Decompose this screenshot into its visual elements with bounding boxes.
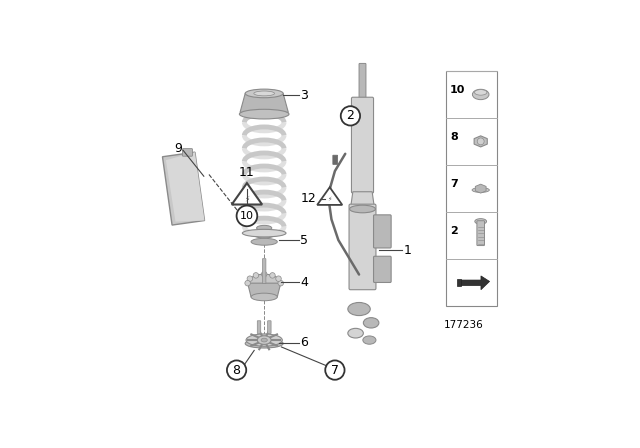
FancyBboxPatch shape: [351, 97, 374, 193]
Text: 8: 8: [232, 364, 241, 377]
Circle shape: [278, 280, 284, 286]
Polygon shape: [474, 136, 487, 147]
Text: 2: 2: [450, 225, 458, 236]
Circle shape: [237, 206, 257, 226]
Text: 7: 7: [331, 364, 339, 377]
Text: 10: 10: [240, 211, 254, 221]
Text: 2: 2: [346, 109, 355, 122]
Text: 6: 6: [300, 336, 308, 349]
Polygon shape: [166, 152, 205, 222]
Circle shape: [227, 361, 246, 380]
Ellipse shape: [475, 219, 486, 224]
Ellipse shape: [349, 205, 376, 213]
Ellipse shape: [243, 229, 286, 237]
Polygon shape: [163, 152, 205, 225]
FancyBboxPatch shape: [374, 256, 391, 283]
Circle shape: [245, 280, 250, 286]
Polygon shape: [232, 183, 262, 204]
Polygon shape: [248, 283, 281, 297]
Circle shape: [253, 273, 259, 278]
Ellipse shape: [254, 232, 275, 238]
FancyBboxPatch shape: [477, 221, 484, 246]
Ellipse shape: [245, 339, 283, 348]
FancyBboxPatch shape: [349, 204, 376, 290]
Circle shape: [477, 138, 484, 145]
Ellipse shape: [472, 188, 490, 193]
Text: 3: 3: [300, 89, 308, 102]
Text: 10: 10: [450, 85, 465, 95]
Ellipse shape: [348, 302, 371, 315]
Ellipse shape: [245, 89, 283, 98]
FancyBboxPatch shape: [333, 155, 338, 164]
Polygon shape: [476, 184, 486, 193]
Text: 5: 5: [300, 233, 308, 246]
FancyBboxPatch shape: [262, 258, 266, 284]
Text: 4: 4: [300, 276, 308, 289]
Text: 177236: 177236: [444, 319, 483, 330]
Ellipse shape: [248, 274, 280, 292]
Ellipse shape: [348, 328, 364, 338]
Polygon shape: [351, 192, 374, 209]
Ellipse shape: [364, 318, 379, 328]
FancyBboxPatch shape: [374, 215, 391, 248]
Polygon shape: [240, 94, 289, 112]
Ellipse shape: [472, 89, 489, 99]
Ellipse shape: [261, 338, 268, 342]
Ellipse shape: [474, 90, 487, 95]
Polygon shape: [317, 187, 342, 205]
Ellipse shape: [257, 225, 272, 231]
Polygon shape: [461, 276, 490, 290]
Circle shape: [325, 361, 344, 380]
FancyBboxPatch shape: [359, 64, 366, 103]
Ellipse shape: [246, 334, 282, 346]
Text: ⚡: ⚡: [244, 194, 250, 203]
Text: 12: 12: [300, 192, 316, 205]
FancyBboxPatch shape: [268, 321, 271, 333]
Ellipse shape: [251, 238, 277, 245]
Ellipse shape: [363, 336, 376, 344]
FancyBboxPatch shape: [182, 149, 193, 156]
Ellipse shape: [251, 293, 277, 301]
Ellipse shape: [254, 91, 275, 96]
Circle shape: [261, 271, 267, 277]
Ellipse shape: [239, 109, 289, 119]
Circle shape: [269, 273, 275, 278]
Text: 7: 7: [450, 179, 458, 189]
Text: 1: 1: [404, 244, 412, 257]
Polygon shape: [458, 280, 461, 286]
FancyBboxPatch shape: [446, 71, 497, 306]
Text: 8: 8: [450, 132, 458, 142]
Text: 11: 11: [239, 166, 255, 179]
Text: 9: 9: [174, 142, 182, 155]
Text: ⚡: ⚡: [328, 197, 332, 202]
Ellipse shape: [257, 336, 271, 345]
FancyBboxPatch shape: [257, 321, 260, 333]
Circle shape: [340, 106, 360, 125]
Circle shape: [276, 276, 282, 281]
Circle shape: [247, 276, 253, 281]
